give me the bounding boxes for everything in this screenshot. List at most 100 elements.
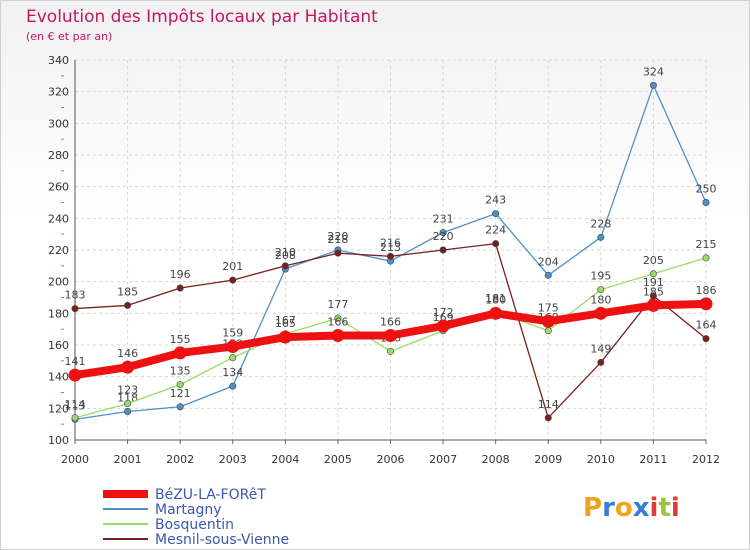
data-point [646,298,660,312]
data-point [597,358,605,366]
data-point [702,254,710,262]
data-point [702,199,710,207]
data-label: 220 [433,230,454,243]
chart-subtitle: (en € et par an) [26,30,112,43]
data-label: 208 [275,249,296,262]
data-label: 250 [696,183,717,196]
data-point [334,314,342,322]
data-point [649,270,657,278]
logo-letter: x [633,493,650,523]
data-label: 216 [380,236,401,249]
data-point [544,271,552,279]
y-tick-label: 100 [48,434,69,447]
x-tick-label: 2004 [271,453,299,466]
x-tick-label: 2006 [377,453,405,466]
data-label: 231 [433,213,454,226]
data-label: 186 [696,284,717,297]
legend-label: BéZU-LA-FORêT [155,487,266,503]
data-label: 220 [327,230,348,243]
y-tick-label: 220 [48,244,69,257]
data-label: 123 [117,384,138,397]
data-point [176,284,184,292]
x-tick-label: 2012 [692,453,720,466]
data-label: 177 [327,298,348,311]
data-point [649,81,657,89]
y-tick-label: 300 [48,117,69,130]
data-label: 218 [327,233,348,246]
x-tick-label: 2008 [482,453,510,466]
data-label: 180 [485,293,506,306]
y-tick-label: 320 [48,86,69,99]
data-label: 195 [590,270,611,283]
x-tick-label: 2000 [61,453,89,466]
data-point [71,414,79,422]
y-tick-label: 260 [48,181,69,194]
data-point [124,400,132,408]
y-tick-label: 140 [48,371,69,384]
axes: 100 120 140 160 180 200 220 240 260 280 300 320 340 2… [48,54,720,466]
x-tick-label: 2010 [587,453,615,466]
logo-letter: i [671,493,680,523]
x-tick-label: 2001 [114,453,142,466]
data-label: 204 [538,255,559,268]
data-label: 191 [643,276,664,289]
data-label: 166 [380,316,401,329]
data-point [492,210,500,218]
data-label: 196 [170,268,191,281]
data-label: 215 [696,238,717,251]
data-label: 164 [696,319,717,332]
series-mesnil-sous-vienne: 183 185 196 201 210 218 216 220 224 114 149 191 164 [65,224,717,422]
data-label: 201 [222,260,243,273]
x-tick-label: 2002 [166,453,194,466]
data-label: 180 [590,293,611,306]
data-point [492,240,500,248]
y-tick-label: 280 [48,149,69,162]
data-label: 205 [643,254,664,267]
logo-letter: i [650,493,659,523]
y-tick-label: 340 [48,54,69,67]
data-point [386,347,394,355]
data-point [594,306,608,320]
data-label: 175 [538,301,559,314]
data-point [331,329,345,342]
data-point [489,306,503,320]
data-point [121,360,135,374]
data-point [229,382,237,390]
data-point [71,305,79,313]
x-tick-label: 2007 [429,453,457,466]
data-point [229,354,237,362]
data-label: 213 [380,241,401,254]
data-point [386,252,394,260]
data-label: 113 [65,399,86,412]
data-label: 167 [275,314,296,327]
data-label: 243 [485,194,506,207]
logo-letter: P [583,493,602,523]
data-label: 324 [643,65,664,78]
x-tick-label: 2003 [219,453,247,466]
data-label: 181 [485,292,506,305]
data-label: 165 [275,317,296,330]
y-tick-label: 240 [48,212,69,225]
data-label: 159 [222,327,243,340]
proxiti-logo: Proxiti [583,493,680,523]
data-point [176,403,184,411]
data-point [384,329,397,342]
data-point [436,319,450,333]
data-point [229,276,237,284]
x-tick-label: 2009 [534,453,562,466]
data-point [173,346,187,360]
logo-letter: r [602,493,615,523]
y-tick-label: 120 [48,402,69,415]
data-point [597,286,605,294]
x-tick-label: 2011 [639,453,667,466]
data-label: 166 [327,316,348,329]
legend-label: Mesnil-sous-Vienne [155,532,289,548]
data-label: 135 [170,365,191,378]
data-point [281,262,289,270]
data-label: 185 [643,285,664,298]
data-label: 114 [65,398,86,411]
data-point [544,327,552,335]
